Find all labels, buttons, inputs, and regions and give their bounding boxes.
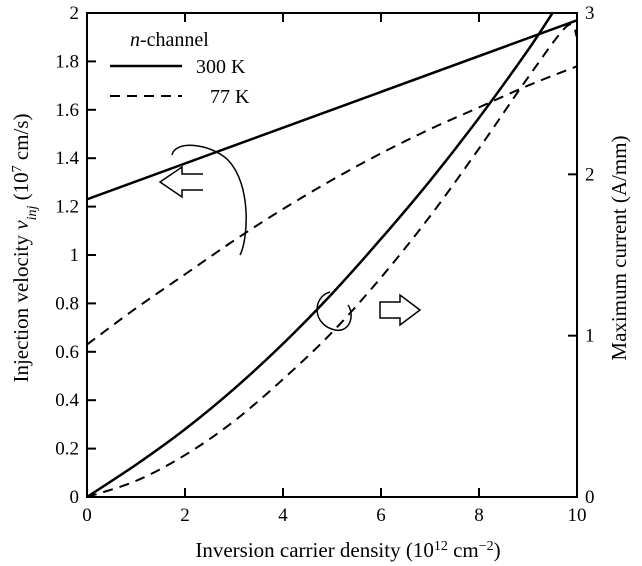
left-arrow-icon [158, 165, 203, 199]
series-line-77k-left [87, 65, 577, 346]
x-axis-title: Inversion carrier density (1012 cm−2) [195, 538, 500, 562]
right-axis-title: Maximum current (A/mm) [607, 135, 631, 360]
y-left-tick-label: 2 [70, 3, 80, 24]
tick-marks [86, 12, 578, 498]
left-curl-indicator [171, 144, 247, 256]
y-left-tick-label: 1 [70, 245, 80, 266]
series-line-300k-left [87, 19, 577, 201]
legend-label-300k: 300 K [196, 56, 246, 78]
legend: n-channel 300 K 77 K [110, 29, 250, 108]
right-curl-indicator [316, 291, 352, 331]
right-axis-indicator [316, 291, 422, 331]
y-left-tick-label: 1.4 [55, 148, 79, 169]
y-left-tick-label: 0.2 [55, 439, 79, 460]
y-right-tick-label: 2 [585, 164, 595, 185]
y-left-tick-label: 0.8 [55, 293, 79, 314]
legend-label-77k: 77 K [210, 86, 250, 108]
y-left-tick-label: 0.6 [55, 342, 79, 363]
left-axis-title: Injection velocity vinj (107 cm/s) [9, 113, 40, 382]
x-tick-label: 6 [376, 505, 386, 526]
x-tick-label: 4 [278, 505, 288, 526]
y-left-tick-label: 1.6 [55, 100, 79, 121]
plot-area [87, 13, 577, 497]
right-arrow-icon [379, 293, 422, 327]
left-axis-indicator [158, 144, 247, 256]
y-left-tick-label: 0.4 [55, 390, 79, 411]
legend-title: n-channel [130, 29, 209, 51]
y-left-tick-label: 1.2 [55, 197, 79, 218]
y-right-tick-label: 0 [585, 487, 595, 508]
x-tick-label: 8 [474, 505, 484, 526]
x-tick-label: 10 [568, 505, 587, 526]
series-line-77k-right [87, 23, 577, 497]
series-line-300k-right [87, 13, 554, 497]
x-tick-label: 0 [82, 505, 92, 526]
y-left-tick-label: 0 [70, 487, 80, 508]
x-tick-label: 2 [180, 505, 190, 526]
y-right-tick-label: 1 [585, 326, 595, 347]
y-left-tick-label: 1.8 [55, 51, 79, 72]
y-right-tick-label: 3 [585, 3, 595, 24]
